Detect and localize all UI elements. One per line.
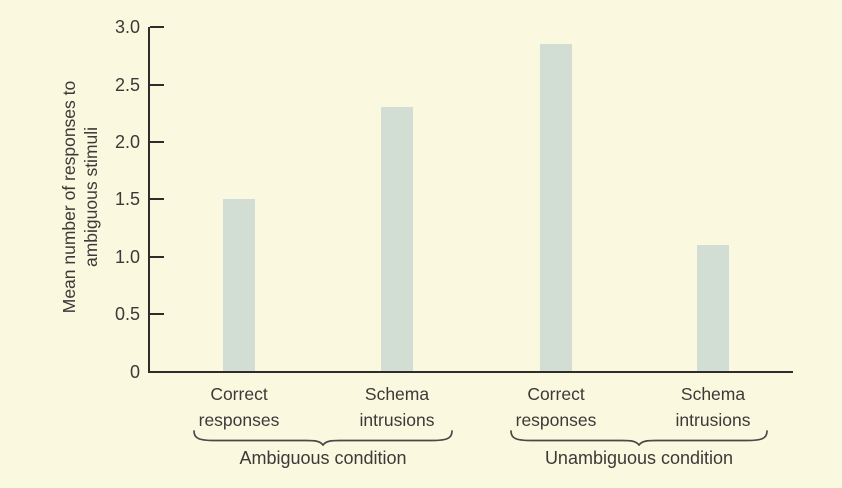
- y-tick-label-3.0: 3.0: [114, 17, 140, 38]
- group-brace-ambiguous: [193, 430, 453, 446]
- y-tick-1.0: [150, 255, 164, 258]
- y-tick-label-0.5: 0.5: [114, 304, 140, 325]
- category-label-3: Correct responses: [515, 384, 597, 430]
- category-label-1: Correct responses: [198, 384, 280, 430]
- y-tick-label-0: 0: [129, 361, 140, 382]
- bar-1: [223, 198, 255, 371]
- y-tick-2.0: [150, 141, 164, 144]
- y-tick-3.0: [150, 26, 164, 29]
- y-tick-label-1.5: 1.5: [114, 189, 140, 210]
- group-label-unambiguous: Unambiguous condition: [544, 448, 734, 468]
- category-label-2: Schema intrusions: [359, 384, 435, 430]
- y-tick-1.5: [150, 198, 164, 201]
- y-tick-label-2.5: 2.5: [114, 74, 140, 95]
- bar-4: [697, 244, 729, 371]
- group-label-ambiguous: Ambiguous condition: [239, 448, 407, 468]
- y-tick-2.5: [150, 83, 164, 86]
- y-tick-0.5: [150, 313, 164, 316]
- group-brace-unambiguous: [510, 430, 768, 446]
- bar-3: [540, 44, 572, 371]
- category-label-4: Schema intrusions: [675, 384, 751, 430]
- bar-2: [381, 107, 413, 371]
- y-axis-line: [148, 27, 150, 373]
- y-axis-title-line1: Mean number of responses to: [59, 80, 79, 314]
- y-tick-label-2.0: 2.0: [114, 132, 140, 153]
- x-axis-line: [148, 371, 793, 373]
- y-tick-label-1.0: 1.0: [114, 246, 140, 267]
